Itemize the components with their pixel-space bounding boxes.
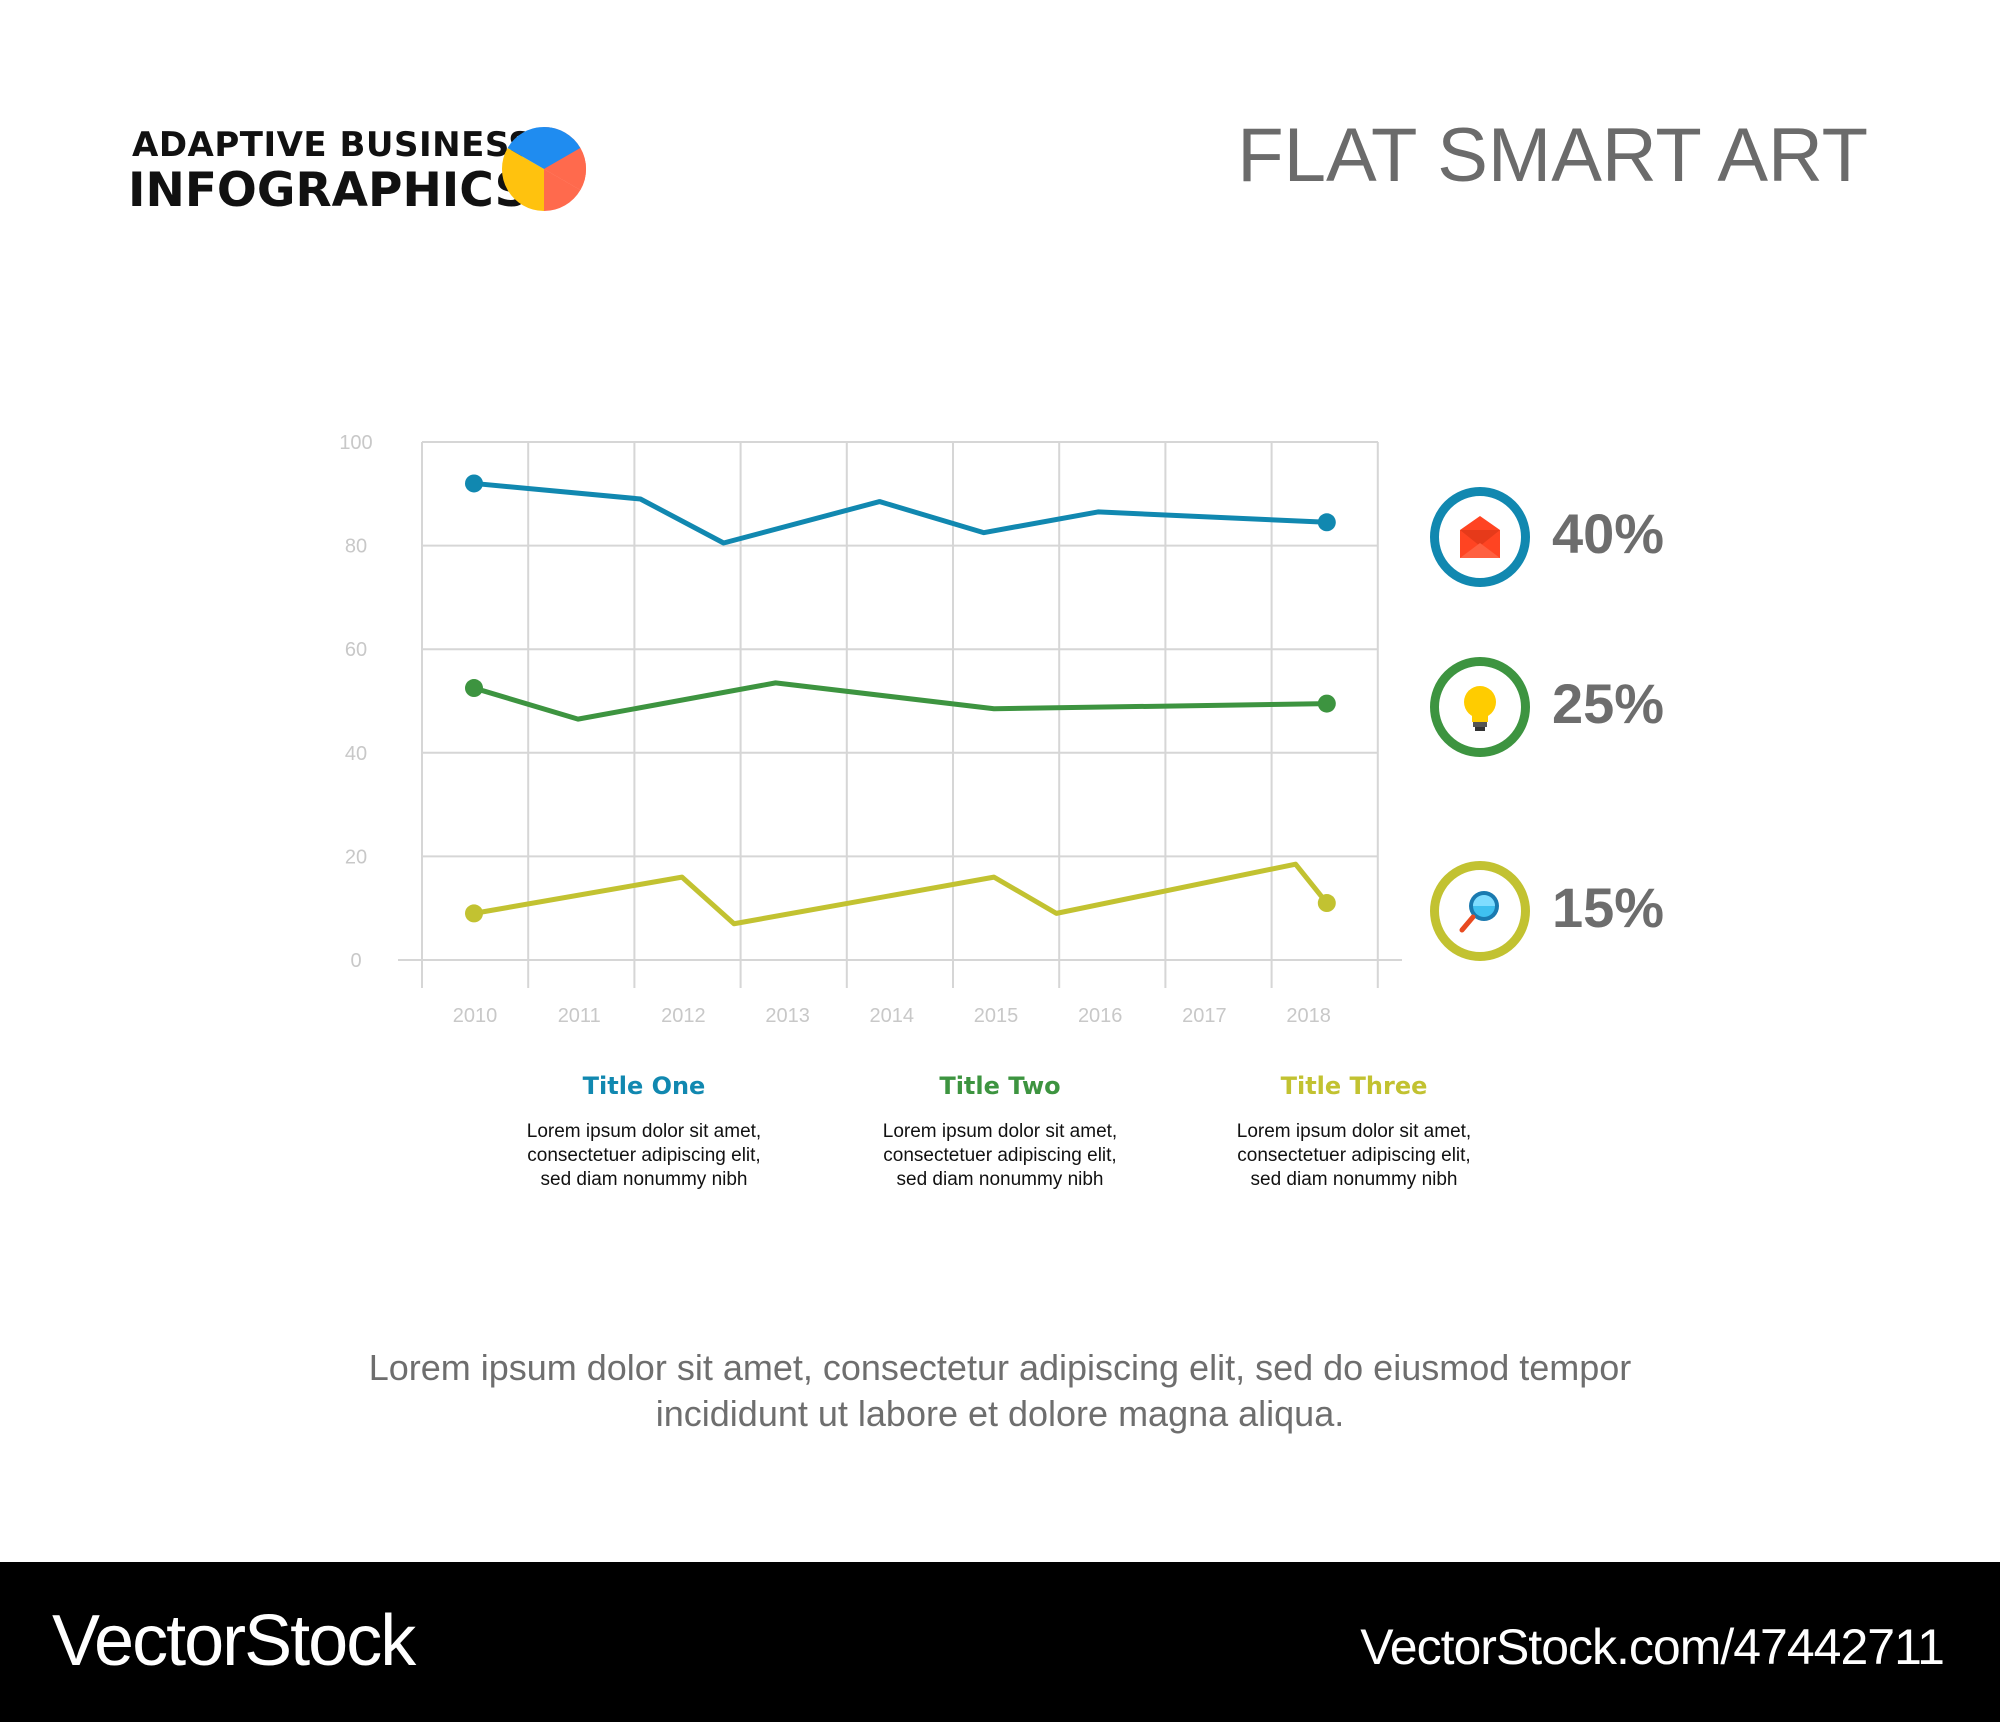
column-body: Lorem ipsum dolor sit amet, consectetuer … xyxy=(1189,1120,1519,1192)
series-line-3 xyxy=(471,861,1330,927)
x-tick-label: 2011 xyxy=(558,1005,601,1027)
column-body-line: sed diam nonummy nibh xyxy=(540,1169,748,1190)
x-tick-label: 2015 xyxy=(974,1005,1019,1027)
footer-line1: Lorem ipsum dolor sit amet, consectetur … xyxy=(368,1347,1632,1388)
description-column: Title Two Lorem ipsum dolor sit amet, cons… xyxy=(835,1072,1165,1192)
column-body: Lorem ipsum dolor sit amet, consectetuer … xyxy=(835,1120,1165,1192)
description-column: Title One Lorem ipsum dolor sit amet, cons… xyxy=(479,1072,809,1192)
column-body-line: sed diam nonummy nibh xyxy=(1250,1169,1458,1190)
column-title: Title Three xyxy=(1280,1072,1428,1100)
legend-ring xyxy=(1430,657,1530,757)
series-2-start-point xyxy=(465,679,483,698)
column-body-line: consectetuer adipiscing elit, xyxy=(527,1145,761,1166)
brand-title-line2: INFOGRAPHICS xyxy=(128,163,529,218)
column-body-line: Lorem ipsum dolor sit amet, xyxy=(882,1121,1118,1142)
legend-percent: 15% xyxy=(1552,876,1665,939)
description-column: Title Three Lorem ipsum dolor sit amet, co… xyxy=(1189,1072,1519,1192)
x-tick-label: 2014 xyxy=(870,1005,915,1027)
watermark-logo-text: VectorStock xyxy=(52,1601,416,1681)
column-body-line: consectetuer adipiscing elit, xyxy=(883,1145,1117,1166)
x-tick-label: 2013 xyxy=(765,1005,810,1027)
series-3-start-point xyxy=(465,904,483,923)
series-line-2 xyxy=(471,680,1330,722)
y-tick-label: 80 xyxy=(345,536,367,558)
series-1-end-point xyxy=(1317,513,1336,532)
watermark-banner: VectorStock VectorStock.com/47442711 xyxy=(0,1562,2000,1722)
column-body-line: Lorem ipsum dolor sit amet, xyxy=(526,1121,762,1142)
watermark-url: VectorStock.com/47442711 xyxy=(1360,1619,1945,1675)
x-tick-label: 2016 xyxy=(1078,1005,1123,1027)
x-tick-label: 2010 xyxy=(453,1005,498,1027)
y-tick-label: 0 xyxy=(350,950,361,972)
column-body: Lorem ipsum dolor sit amet, consectetuer … xyxy=(479,1120,809,1192)
page-title: FLAT SMART ART xyxy=(1237,113,1868,198)
magnifier-icon xyxy=(1459,891,1499,933)
envelope-icon xyxy=(1460,516,1500,558)
legend-percent: 40% xyxy=(1552,502,1665,565)
footer-line2: incididunt ut labore et dolore magna ali… xyxy=(655,1393,1345,1434)
x-tick-label: 2017 xyxy=(1182,1005,1227,1027)
y-tick-label: 60 xyxy=(345,639,367,661)
legend-item: 15% xyxy=(1430,861,1810,961)
legend-item: 40% xyxy=(1430,487,1810,587)
legend-percent: 25% xyxy=(1552,672,1665,735)
pie-logo-icon xyxy=(501,126,587,211)
y-tick-label: 100 xyxy=(339,432,372,454)
series-2-end-point xyxy=(1317,694,1336,713)
legend-ring xyxy=(1430,487,1530,587)
series-1-start-point xyxy=(465,474,483,493)
column-body-line: sed diam nonummy nibh xyxy=(896,1169,1104,1190)
column-title: Title Two xyxy=(939,1072,1061,1100)
series-line-1 xyxy=(471,480,1330,546)
footer-text: Lorem ipsum dolor sit amet, consectetur … xyxy=(260,1345,1740,1437)
x-tick-label: 2018 xyxy=(1286,1005,1331,1027)
brand-header: ADAPTIVE BUSINESS INFOGRAPHICS xyxy=(128,125,588,225)
column-body-line: Lorem ipsum dolor sit amet, xyxy=(1236,1121,1472,1142)
y-tick-label: 20 xyxy=(345,846,367,868)
legend-ring xyxy=(1430,861,1530,961)
lightbulb-icon xyxy=(1464,686,1496,731)
legend-item: 25% xyxy=(1430,657,1810,757)
y-tick-label: 40 xyxy=(345,743,367,765)
column-body-line: consectetuer adipiscing elit, xyxy=(1237,1145,1471,1166)
brand-title-line1: ADAPTIVE BUSINESS xyxy=(132,125,534,165)
series-3-end-point xyxy=(1317,894,1336,913)
column-title: Title One xyxy=(582,1072,706,1100)
x-tick-label: 2012 xyxy=(661,1005,706,1027)
